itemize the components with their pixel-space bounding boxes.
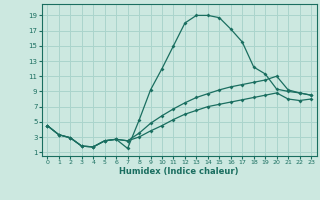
X-axis label: Humidex (Indice chaleur): Humidex (Indice chaleur): [119, 167, 239, 176]
